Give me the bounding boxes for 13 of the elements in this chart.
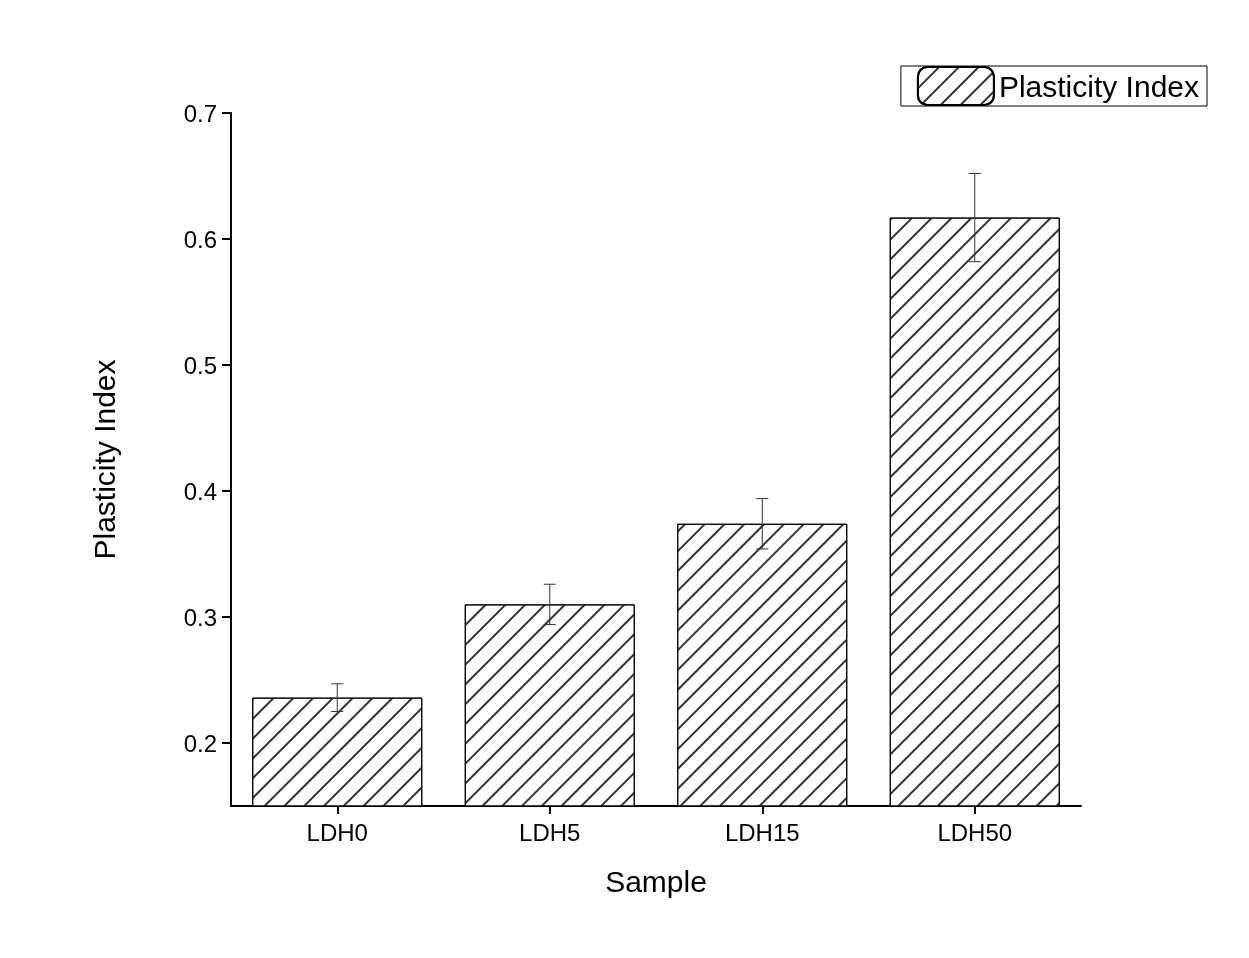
y-tick-label: 0.6 bbox=[183, 225, 217, 253]
x-tick-label: LDH15 bbox=[724, 818, 800, 846]
x-tick-label: LDH5 bbox=[519, 818, 581, 846]
y-tick-label: 0.7 bbox=[183, 99, 217, 127]
y-axis-title: Plasticity Index bbox=[87, 359, 121, 560]
y-tick-label: 0.2 bbox=[183, 729, 217, 757]
y-tick-label: 0.4 bbox=[183, 477, 217, 505]
x-axis-title: Sample bbox=[605, 864, 707, 898]
y-tick-label: 0.3 bbox=[183, 603, 217, 631]
y-tick-label: 0.5 bbox=[183, 351, 217, 379]
x-tick-label: LDH0 bbox=[306, 818, 368, 846]
legend-label: Plasticity Index bbox=[998, 69, 1200, 103]
x-tick-label: LDH50 bbox=[937, 818, 1013, 846]
